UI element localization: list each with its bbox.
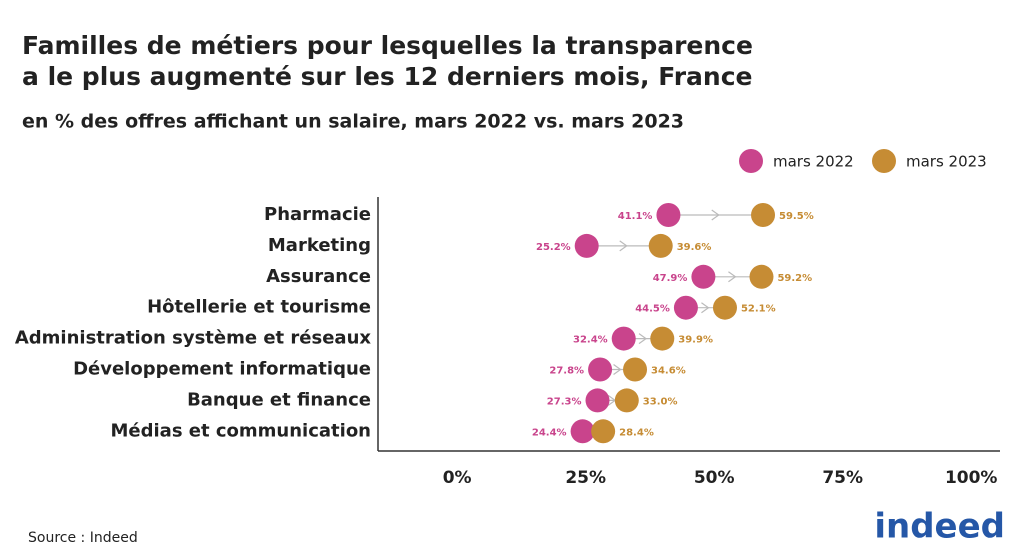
value-label: 44.5% (635, 304, 670, 315)
y-tick-label: Assurance (266, 266, 371, 287)
value-label: 24.4% (532, 427, 567, 438)
legend-label: mars 2022 (773, 153, 854, 171)
dot (591, 419, 616, 444)
x-tick-label: 100% (945, 468, 998, 488)
value-label: 25.2% (536, 242, 571, 253)
value-label: 28.4% (619, 427, 654, 438)
dot (585, 388, 610, 413)
value-label: 41.1% (618, 211, 653, 222)
dot (611, 326, 636, 351)
chart-title: a le plus augmenté sur les 12 derniers m… (22, 62, 752, 91)
x-tick-label: 0% (443, 468, 472, 488)
dot (712, 295, 737, 320)
y-tick-label: Banque et finance (187, 389, 371, 410)
x-tick-label: 75% (822, 468, 863, 488)
arrow-head (728, 271, 737, 283)
dot (648, 233, 673, 258)
dot (650, 326, 675, 351)
value-label: 59.2% (777, 273, 812, 284)
dot (751, 203, 776, 227)
arrow-head (638, 333, 648, 345)
arrow-head (701, 302, 710, 314)
value-label: 27.8% (549, 366, 584, 377)
dot (570, 419, 595, 444)
chart-subtitle: en % des offres affichant un salaire, ma… (22, 111, 684, 133)
dot (691, 264, 716, 289)
y-tick-label: Marketing (268, 235, 371, 256)
y-tick-label: Hôtellerie et tourisme (147, 297, 371, 318)
value-label: 32.4% (573, 335, 608, 346)
dot (656, 203, 681, 227)
value-label: 34.6% (651, 366, 686, 377)
x-tick-label: 50% (694, 468, 735, 488)
value-label: 27.3% (547, 396, 582, 407)
arrow-head (619, 240, 628, 252)
legend-label: mars 2023 (906, 153, 987, 171)
arrow-head (711, 209, 720, 221)
y-tick-label: Développement informatique (73, 359, 371, 380)
source: Source : Indeed (28, 530, 138, 546)
value-label: 39.6% (677, 242, 712, 253)
value-label: 33.0% (643, 396, 678, 407)
value-label: 39.9% (678, 335, 713, 346)
dot (623, 357, 648, 382)
x-tick-label: 25% (565, 468, 606, 488)
dot (749, 264, 774, 289)
dot (574, 233, 599, 258)
dot (673, 295, 698, 320)
y-tick-label: Administration système et réseaux (15, 328, 372, 349)
value-label: 59.5% (779, 211, 814, 222)
value-label: 52.1% (741, 304, 776, 315)
chart-title: Familles de métiers pour lesquelles la t… (22, 31, 753, 60)
logo: indeed (874, 507, 1005, 547)
legend-marker (739, 149, 763, 173)
arrow-head (613, 364, 622, 375)
y-tick-label: Pharmacie (264, 204, 371, 225)
value-label: 47.9% (653, 273, 688, 284)
dot (614, 388, 639, 413)
y-tick-label: Médias et communication (111, 420, 372, 441)
legend-marker (872, 149, 896, 173)
dot (588, 357, 613, 382)
